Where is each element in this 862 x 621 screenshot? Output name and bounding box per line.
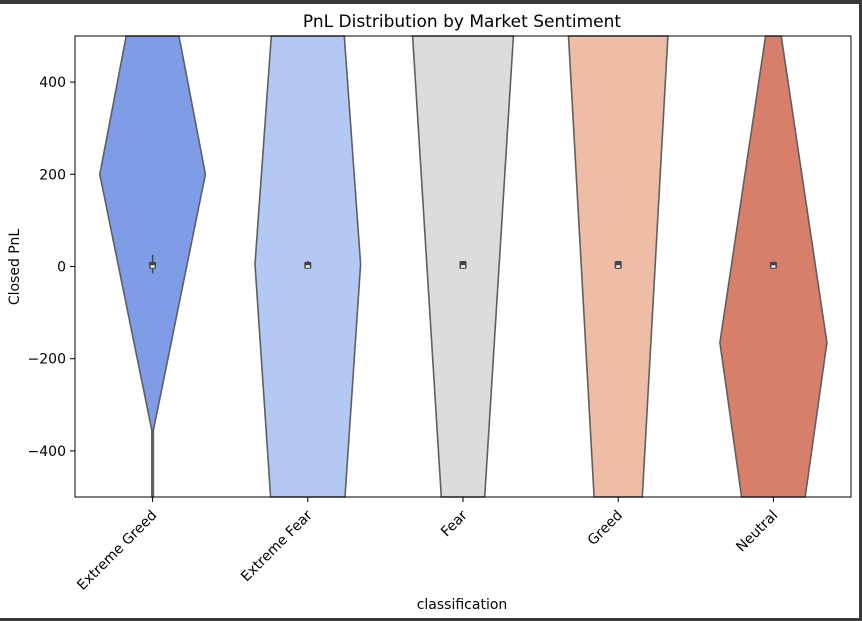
y-tick-label: 200: [39, 167, 66, 183]
x-tick-label: Neutral: [733, 508, 781, 556]
window-bottom-edge: [0, 618, 862, 621]
violin-median: [616, 265, 621, 268]
y-tick-label: 400: [39, 75, 66, 91]
y-axis-label: Closed PnL: [7, 229, 23, 306]
chart-title: PnL Distribution by Market Sentiment: [303, 12, 621, 32]
x-axis: Extreme Greed Extreme Fear Fear Greed Neutra…: [74, 497, 781, 594]
violin-extreme-fear: [254, 35, 362, 498]
violin-neutral: [719, 35, 828, 498]
violin-median: [150, 265, 155, 268]
y-axis: 400 200 0 −200 −400: [28, 75, 75, 460]
x-tick-label: Fear: [438, 507, 471, 540]
x-tick-label: Extreme Greed: [74, 508, 160, 594]
violin-fear: [411, 35, 515, 498]
window-right-edge: [859, 0, 862, 621]
window-top-strip: [0, 0, 862, 4]
violin-median: [771, 265, 776, 268]
violins-group: [98, 35, 828, 498]
violin-median: [305, 265, 310, 268]
violin-median: [461, 265, 465, 268]
y-tick-label: −200: [28, 352, 66, 368]
violin-extreme-greed: [98, 35, 207, 498]
y-tick-label: −400: [28, 444, 66, 460]
x-tick-label: Extreme Fear: [238, 507, 316, 585]
violin-greed: [567, 35, 669, 498]
x-tick-label: Greed: [585, 508, 626, 549]
x-axis-label: classification: [417, 597, 508, 613]
y-tick-label: 0: [57, 260, 66, 276]
